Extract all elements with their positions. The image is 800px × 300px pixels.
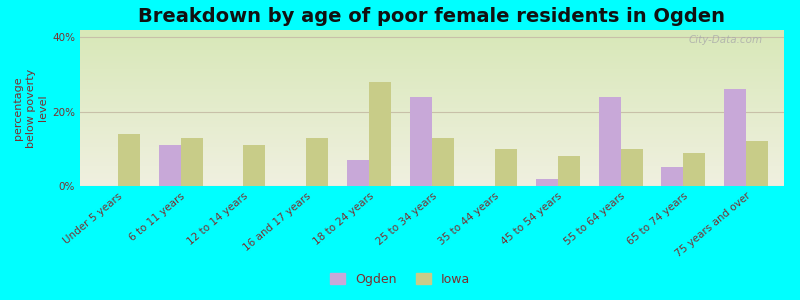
Bar xyxy=(158,145,181,186)
Bar xyxy=(495,149,517,186)
Text: City-Data.com: City-Data.com xyxy=(689,35,763,45)
Bar xyxy=(621,149,642,186)
Bar xyxy=(347,160,369,186)
Bar xyxy=(683,153,706,186)
Bar xyxy=(558,156,580,186)
Bar xyxy=(598,97,621,186)
Bar xyxy=(432,138,454,186)
Bar xyxy=(724,89,746,186)
Bar xyxy=(118,134,140,186)
Bar xyxy=(181,138,202,186)
Bar xyxy=(662,167,683,186)
Legend: Ogden, Iowa: Ogden, Iowa xyxy=(326,268,474,291)
Bar xyxy=(369,82,391,186)
Title: Breakdown by age of poor female residents in Ogden: Breakdown by age of poor female resident… xyxy=(138,7,726,26)
Bar xyxy=(243,145,266,186)
Bar xyxy=(410,97,432,186)
Bar xyxy=(306,138,328,186)
Y-axis label: percentage
below poverty
level: percentage below poverty level xyxy=(13,68,48,148)
Bar xyxy=(746,141,768,186)
Bar xyxy=(536,178,558,186)
